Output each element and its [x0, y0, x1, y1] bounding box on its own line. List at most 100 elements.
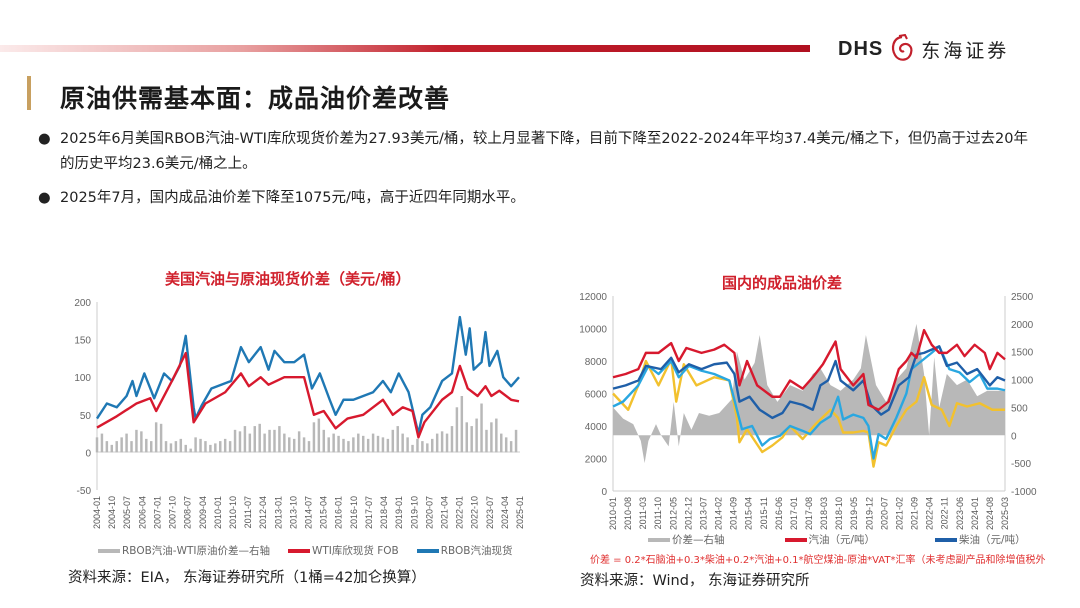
y-tick-label: 12000 [579, 292, 607, 303]
x-tick-label: 2012-04 [258, 496, 268, 529]
spread-bar [509, 441, 513, 453]
spread-bar [228, 441, 232, 453]
x-tick-label: 2010-10 [228, 496, 238, 529]
spread-bar [440, 431, 444, 453]
spread-bar [258, 423, 261, 453]
x-tick-label: 2010-01 [608, 497, 618, 530]
x-tick-label: 2011-10 [653, 497, 663, 529]
bullet-text: 2025年7月，国内成品油价差下降至1075元/吨，高于近四年同期水平。 [60, 190, 525, 206]
legend-us: RBOB汽油-WTI原油价差—右轴 WTI库欣现货 FOB RBOB汽油现货 [98, 543, 513, 558]
source-us: 资料来源：EIA， 东海证券研究所（1桶=42加仑换算） [68, 570, 426, 586]
spread-bar [100, 433, 104, 453]
spread-bar [263, 433, 266, 453]
x-tick-label: 2019-05 [849, 497, 859, 530]
spread-bar [120, 437, 123, 453]
spread-bar [154, 422, 158, 453]
spread-bar [386, 438, 390, 453]
legend-item: 汽油（元/吨） [784, 532, 875, 547]
spread-formula-note: 价差 = 0.2*石脑油+0.3*柴油+0.2*汽油+0.1*航空煤油-原油*V… [590, 555, 1046, 566]
y-tick-label: 6000 [585, 390, 608, 401]
x-tick-label: 2019-12 [864, 497, 874, 530]
x-tick-label: 2016-01 [334, 496, 344, 529]
x-tick-label: 2018-04 [379, 496, 389, 529]
spread-bar [214, 443, 217, 453]
spread-bar [95, 437, 99, 453]
y2-tick-label: 0 [1011, 431, 1017, 442]
series-line-RBOB汽油现货 [95, 315, 520, 435]
x-tick-label: 2014-02 [714, 497, 724, 530]
spread-bar [297, 431, 301, 453]
spread-bar [317, 418, 321, 453]
x-tick-label: 2014-07 [304, 496, 314, 529]
bullet-list: ● 2025年6月美国RBOB汽油-WTI库欣现货价差为27.93美元/桶，较上月… [38, 127, 1028, 220]
spread-bar [209, 444, 212, 453]
spread-bar [233, 429, 237, 453]
spread-bar [145, 438, 148, 453]
x-tick-label: 2018-10 [834, 497, 844, 530]
x-tick-label: 2015-04 [319, 496, 329, 529]
spread-bar [376, 435, 380, 453]
y-tick-label: 2000 [585, 455, 608, 466]
spread-bar [130, 441, 133, 453]
y-tick-label: 10000 [579, 325, 607, 336]
page-title: 原油供需基本面：成品油价差改善 [60, 84, 451, 113]
spread-bar [480, 403, 483, 453]
legend-item: WTI库欣现货 FOB [287, 543, 399, 558]
spread-bar [179, 438, 183, 453]
spread-bar [435, 433, 439, 453]
x-tick-label: 2021-04 [439, 496, 449, 529]
x-tick-label: 2019-01 [394, 496, 404, 529]
y-tick-label: -50 [77, 486, 92, 497]
y2-tick-label: 2500 [1011, 292, 1034, 303]
spread-bar [248, 433, 252, 453]
x-tick-label: 2011-07 [243, 496, 253, 528]
spread-bar [371, 433, 375, 453]
x-tick-label: 2019-10 [409, 496, 419, 529]
x-tick-label: 2012-12 [683, 497, 693, 530]
x-tick-label: 2015-04 [744, 497, 754, 530]
spread-bar [307, 441, 311, 453]
spread-bar [302, 437, 306, 453]
bullet-text: 2025年6月美国RBOB汽油-WTI库欣现货价差为27.93美元/桶，较上月显… [60, 131, 1029, 172]
x-tick-label: 2020-07 [424, 496, 434, 529]
spread-bar [189, 448, 192, 453]
company-logo: DHS 东海证券 [838, 34, 1009, 64]
y-tick-label: 0 [601, 487, 607, 498]
source-cn: 资料来源：Wind， 东海证券研究所 [580, 573, 810, 589]
spread-bar [514, 429, 518, 453]
x-tick-label: 2021-02 [894, 497, 904, 530]
spread-bar [174, 441, 178, 453]
y2-tick-label: 2000 [1011, 320, 1034, 331]
spread-bar [381, 437, 385, 453]
spread-bar [495, 418, 498, 453]
x-tick-label: 2017-01 [789, 497, 799, 530]
x-tick-label: 2022-10 [470, 496, 480, 529]
y2-tick-label: 500 [1011, 403, 1028, 414]
spread-bar [391, 429, 395, 453]
x-tick-label: 2013-01 [273, 496, 283, 529]
legend-item: RBOB汽油-WTI原油价差—右轴 [98, 543, 270, 558]
spread-bar [465, 422, 468, 453]
spread-bar [361, 435, 365, 453]
spread-bar [292, 438, 296, 453]
x-tick-label: 2013-10 [288, 496, 298, 529]
x-tick-label: 2005-07 [122, 496, 132, 529]
spread-bar [450, 426, 454, 453]
spread-bar [164, 441, 168, 453]
spread-bar [470, 426, 473, 453]
y-tick-label: 150 [74, 336, 91, 347]
x-tick-label: 2010-01 [213, 496, 223, 529]
x-tick-label: 2018-03 [819, 497, 829, 530]
spread-bar [149, 441, 153, 453]
spread-bar [416, 438, 419, 453]
x-tick-label: 2004-01 [92, 496, 102, 529]
x-tick-label: 2022-04 [925, 497, 935, 530]
x-tick-label: 2006-04 [137, 496, 147, 529]
x-tick-label: 2016-06 [774, 497, 784, 530]
dragon-logo-icon [892, 34, 913, 61]
spread-bar [327, 437, 330, 453]
spread-bar [500, 433, 503, 453]
x-tick-label: 2012-05 [668, 497, 678, 530]
spread-bar [475, 418, 478, 453]
